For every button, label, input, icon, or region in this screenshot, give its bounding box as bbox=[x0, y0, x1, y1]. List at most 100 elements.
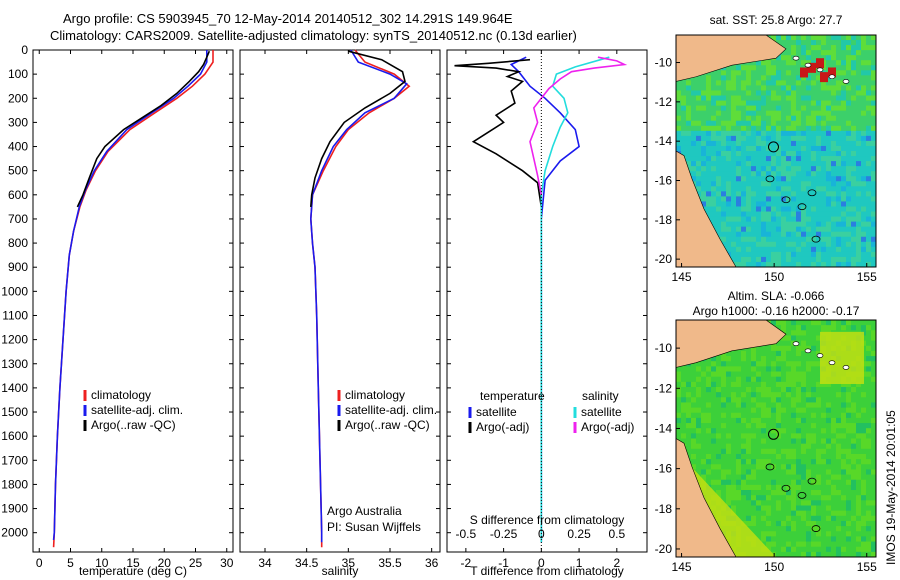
sla-map-field-cell bbox=[796, 536, 802, 543]
sla-map-field-cell bbox=[731, 397, 737, 404]
sst-map-field-cell bbox=[781, 130, 787, 137]
sla-map-field-cell bbox=[816, 407, 822, 414]
sst-map-field-cell bbox=[721, 196, 727, 203]
sst-map-field-cell bbox=[801, 135, 807, 142]
sla-map-field-cell bbox=[826, 453, 832, 460]
sst-map-field-cell bbox=[831, 241, 837, 248]
sst-map-field-cell bbox=[781, 166, 787, 172]
sst-map-field-cell bbox=[716, 151, 722, 157]
sst-map-field-cell bbox=[791, 256, 797, 263]
sla-map-field-cell bbox=[821, 541, 827, 548]
sst-map-field-cell bbox=[706, 171, 712, 177]
sla-map-field-cell bbox=[836, 551, 842, 557]
sst-map-field-cell bbox=[776, 236, 782, 243]
sst-map-field-cell bbox=[831, 60, 837, 66]
sst-map-field-cell bbox=[701, 125, 707, 132]
sst-map-field-cell bbox=[701, 130, 707, 137]
sst-map-field-cell bbox=[826, 211, 832, 218]
sla-map-field-cell bbox=[866, 505, 872, 512]
sst-map-field-cell bbox=[736, 201, 742, 208]
sla-map-field-cell bbox=[791, 526, 797, 532]
sla-map-xtick-label: 150 bbox=[764, 560, 784, 574]
sst-map-field-cell bbox=[711, 151, 717, 157]
sst-map-field-cell bbox=[766, 130, 772, 137]
sla-map-field-cell bbox=[861, 433, 867, 440]
sst-map-field-cell bbox=[846, 226, 852, 233]
sst-map-field-cell bbox=[711, 211, 717, 218]
sst-map-field-cell bbox=[851, 70, 857, 76]
sla-map-field-cell bbox=[821, 453, 827, 460]
sst-map-field-cell bbox=[721, 216, 727, 223]
sst-map-field-cell bbox=[771, 100, 777, 107]
sla-map-field-cell bbox=[771, 474, 777, 481]
sla-map-field-cell bbox=[766, 448, 772, 455]
sst-map-field-cell bbox=[806, 55, 812, 61]
sst-map-field-cell bbox=[711, 166, 717, 172]
sst-map-field-cell bbox=[751, 226, 757, 233]
sst-map-field-cell bbox=[761, 176, 767, 182]
sst-map-field-cell bbox=[711, 80, 717, 87]
sla-map-field-cell bbox=[781, 397, 787, 404]
sst-map-field-cell bbox=[806, 70, 812, 76]
sla-map-field-cell bbox=[721, 474, 727, 481]
sla-map-field-cell bbox=[786, 500, 792, 507]
sla-map-field-cell bbox=[701, 386, 707, 393]
sla-map-field-cell bbox=[841, 325, 847, 331]
sla-map-field-cell bbox=[721, 361, 727, 367]
sst-map-field-cell bbox=[836, 236, 842, 243]
sst-map-field-cell bbox=[741, 70, 747, 76]
sst-map-field-cell bbox=[786, 156, 792, 162]
sst-map-field-cell bbox=[831, 100, 837, 107]
sst-map-field-cell bbox=[691, 100, 697, 107]
sla-map-field-cell bbox=[766, 536, 772, 543]
sla-map-field-cell bbox=[751, 443, 757, 450]
sla-map-field-cell bbox=[776, 551, 782, 557]
sst-map-field-cell bbox=[736, 105, 742, 112]
sst-map-field-cell bbox=[806, 206, 812, 213]
sla-map-field-cell bbox=[861, 320, 867, 326]
sst-map-field-cell bbox=[836, 110, 842, 117]
sla-map-field-cell bbox=[791, 546, 797, 553]
sla-map-field-cell bbox=[701, 464, 707, 471]
sla-map-field-cell bbox=[746, 495, 752, 501]
sla-map-field-cell bbox=[816, 500, 822, 507]
difference-axes-frame bbox=[446, 49, 648, 553]
sst-map-field-cell bbox=[801, 216, 807, 223]
sla-map-field-cell bbox=[826, 397, 832, 404]
sla-map-field-cell bbox=[761, 448, 767, 455]
sla-map-field-cell bbox=[716, 417, 722, 424]
temperature-xtick-label: 0 bbox=[36, 556, 43, 570]
sla-map-field-cell bbox=[811, 551, 817, 557]
sla-map-field-cell bbox=[841, 386, 847, 393]
sst-map-ytick-label: -18 bbox=[655, 213, 673, 227]
salinity-series-climatology bbox=[309, 49, 411, 548]
sst-map-field-cell bbox=[806, 161, 812, 167]
sla-map-field-cell bbox=[766, 402, 772, 409]
sst-map-field-cell bbox=[816, 115, 822, 122]
sst-map-field-cell bbox=[736, 196, 742, 203]
sla-map-field-cell bbox=[841, 495, 847, 501]
sla-map-field-cell bbox=[691, 464, 697, 471]
sla-map-field-cell bbox=[701, 453, 707, 460]
sst-map-field-cell bbox=[871, 206, 876, 213]
sla-map-field-cell bbox=[841, 423, 847, 429]
sla-map-field-cell bbox=[861, 448, 867, 455]
sla-map-field-cell bbox=[766, 505, 772, 512]
sla-map-field-cell bbox=[771, 397, 777, 404]
sst-map-field-cell bbox=[871, 125, 876, 132]
sla-map-field-cell bbox=[756, 397, 762, 404]
sst-map-field-cell bbox=[696, 100, 702, 107]
sst-map-field-cell bbox=[776, 90, 782, 97]
sst-map-field-cell bbox=[821, 40, 827, 46]
sla-map-field-cell bbox=[801, 459, 807, 465]
sst-map-field-cell bbox=[771, 201, 777, 208]
sla-map-field-cell bbox=[791, 505, 797, 512]
sst-map-field-cell bbox=[781, 261, 787, 267]
sst-map-field-cell bbox=[856, 216, 862, 223]
sla-map-field-cell bbox=[706, 459, 712, 465]
sla-map-field-cell bbox=[871, 335, 876, 342]
sla-map-field-cell bbox=[811, 417, 817, 424]
sst-map-field-cell bbox=[811, 130, 817, 137]
sla-map-field-cell bbox=[851, 474, 857, 481]
sst-map-field-cell bbox=[686, 145, 692, 152]
